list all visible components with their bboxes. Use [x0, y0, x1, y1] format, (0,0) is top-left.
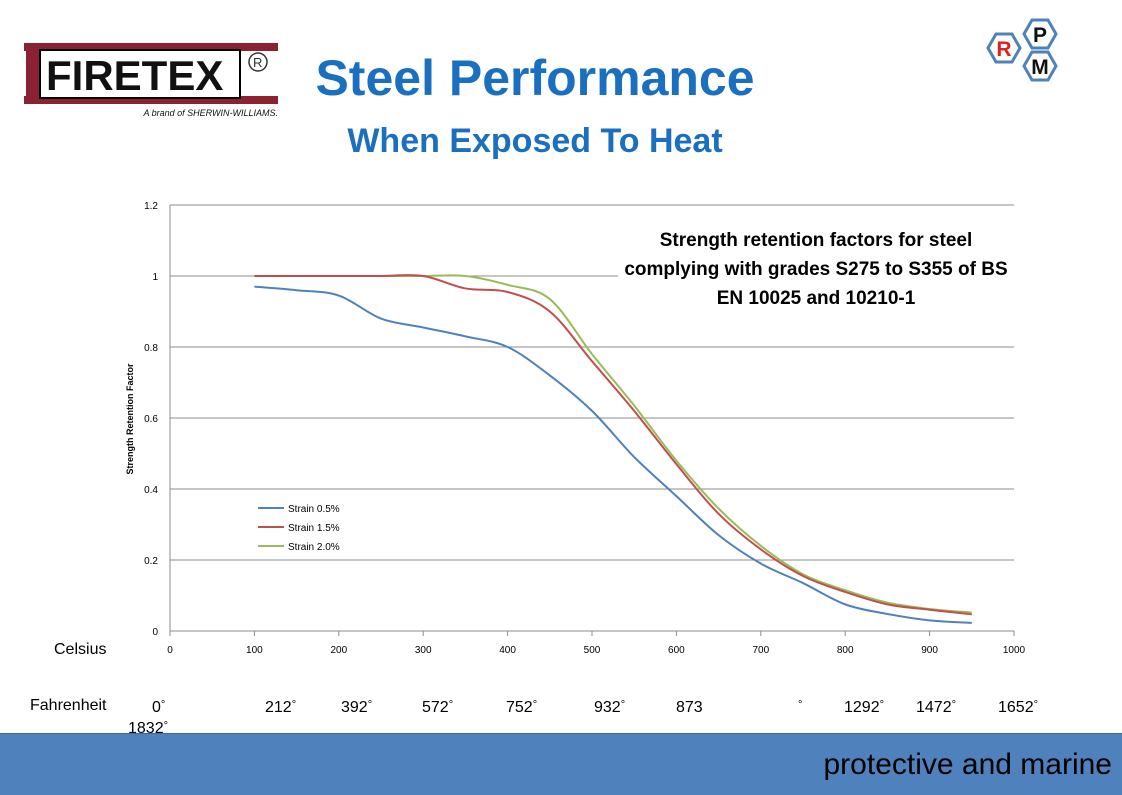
chart-annotation: Strength retention factors for steel com… — [618, 226, 1014, 313]
page-title: Steel Performance — [315, 50, 755, 106]
fahrenheit-label: Fahrenheit — [30, 697, 107, 714]
y-tick-label: 0.2 — [144, 556, 158, 567]
svg-text:R: R — [253, 55, 262, 70]
x-tick-label: 500 — [584, 645, 601, 656]
x-tick-label: 0 — [167, 645, 173, 656]
celsius-label: Celsius — [54, 641, 107, 658]
fahrenheit-value: 0° — [152, 699, 166, 716]
fahrenheit-value: ° — [798, 699, 803, 711]
x-tick-label: 600 — [668, 645, 685, 656]
rpm-letter-r: R — [996, 38, 1011, 61]
legend-label: Strain 2.0% — [288, 542, 340, 553]
legend-label: Strain 1.5% — [288, 523, 340, 534]
fahrenheit-value: 392° — [341, 699, 373, 716]
fahrenheit-value: 212° — [265, 699, 297, 716]
y-tick-label: 1 — [152, 272, 158, 283]
x-tick-label: 400 — [499, 645, 516, 656]
fahrenheit-value: 752° — [506, 699, 538, 716]
firetex-wordmark: FIRETEX — [46, 52, 223, 99]
y-axis-label: Strength Retention Factor — [125, 363, 135, 474]
y-tick-label: 0 — [152, 627, 158, 638]
legend-label: Strain 0.5% — [288, 504, 340, 515]
y-tick-label: 1.2 — [144, 201, 158, 212]
rpm-letter-p: P — [1033, 24, 1047, 47]
fahrenheit-value: 572° — [422, 699, 454, 716]
rpm-logo: R P M — [986, 18, 1058, 82]
page-subtitle: When Exposed To Heat — [347, 122, 723, 160]
fahrenheit-value: 932° — [594, 699, 626, 716]
y-tick-label: 0.6 — [144, 414, 158, 425]
x-tick-label: 300 — [415, 645, 432, 656]
x-tick-label: 900 — [921, 645, 938, 656]
rpm-letter-m: M — [1031, 56, 1049, 79]
firetex-logo: FIRETEX R A brand of SHERWIN-WILLIAMS. — [24, 43, 278, 118]
x-tick-label: 700 — [752, 645, 769, 656]
x-tick-label: 800 — [837, 645, 854, 656]
fahrenheit-value: 873 — [676, 699, 703, 716]
series-line-strain-0-5- — [254, 285, 972, 624]
fahrenheit-value: 1472° — [916, 699, 956, 716]
x-tick-label: 1000 — [1003, 645, 1026, 656]
y-tick-label: 0.8 — [144, 343, 158, 354]
x-tick-label: 100 — [246, 645, 263, 656]
firetex-tagline: A brand of SHERWIN-WILLIAMS. — [142, 108, 278, 118]
series-line-strain-1-5- — [254, 274, 972, 616]
series-line-strain-2-0- — [254, 274, 972, 614]
y-tick-label: 0.4 — [144, 485, 158, 496]
footer-bar: protective and marine — [0, 733, 1122, 795]
fahrenheit-value: 1292° — [844, 699, 884, 716]
fahrenheit-value: 1832° — [128, 720, 168, 737]
x-tick-label: 200 — [330, 645, 347, 656]
footer-text: protective and marine — [823, 748, 1113, 781]
fahrenheit-value: 1652° — [998, 699, 1038, 716]
